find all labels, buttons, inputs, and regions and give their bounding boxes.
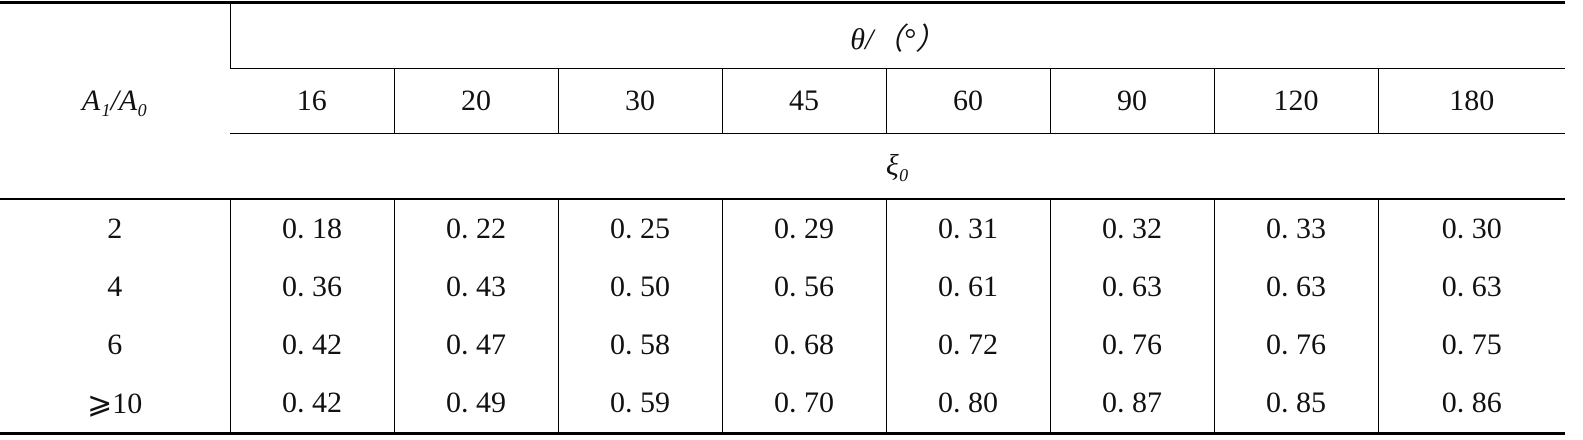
value-cell: 0. 76 [1213,316,1378,374]
value-cell: 0. 42 [229,316,394,374]
value-cell: 0. 63 [1213,258,1378,316]
ratio-cell: 2 [107,212,123,245]
header-row: 16 20 30 45 60 90 120 180 [0,68,1566,134]
value-cell: 0. 36 [229,258,394,316]
data-row: 6 0. 42 0. 47 0. 58 0. 68 0. 72 0. 76 0. 76 0. 7… [0,316,1566,374]
angle-header: 20 [393,68,558,134]
value-cell: 0. 86 [1377,374,1566,434]
value-cell: 0. 29 [721,199,886,258]
value-cell: 0. 70 [721,374,886,434]
value-cell: 0. 58 [557,316,722,374]
value-cell: 0. 30 [1377,199,1566,258]
header-row: A₁/A₀ θ/（°） [0,2,1566,200]
value-cell: 0. 75 [1377,316,1566,374]
value-cell: 0. 22 [393,199,558,258]
value-cell: 0. 63 [1377,258,1566,316]
value-cell: 0. 18 [229,199,394,258]
value-cell: 0. 33 [1213,199,1378,258]
value-cell: 0. 76 [1049,316,1214,374]
value-cell: 0. 59 [557,374,722,434]
value-cell: 0. 87 [1049,374,1214,434]
ratio-cell: 4 [107,270,123,303]
data-row: 4 0. 36 0. 43 0. 50 0. 56 0. 61 0. 63 0. 63 0. 6… [0,258,1566,316]
value-cell: 0. 56 [721,258,886,316]
angle-header: 90 [1049,68,1214,134]
ratio-cell: 6 [107,328,123,361]
value-cell: 0. 80 [885,374,1050,434]
angle-header: 60 [885,68,1050,134]
value-label: ξ₀ [230,133,1566,200]
row-header: A₁/A₀ [0,2,230,200]
data-row: ⩾10 0. 42 0. 49 0. 59 0. 70 0. 80 0. 87 0. 85 0.… [0,374,1566,434]
value-cell: 0. 85 [1213,374,1378,434]
value-cell: 0. 32 [1049,199,1214,258]
value-cell: 0. 49 [393,374,558,434]
value-cell: 0. 63 [1049,258,1214,316]
value-cell: 0. 50 [557,258,722,316]
value-cell: 0. 31 [885,199,1050,258]
angle-header: 180 [1377,68,1566,134]
value-cell: 0. 42 [229,374,394,434]
angle-header: 45 [721,68,886,134]
value-cell: 0. 68 [721,316,886,374]
column-group-header: θ/（°） [229,2,1566,69]
value-cell: 0. 61 [885,258,1050,316]
angle-header: 30 [557,68,722,134]
angle-header: 120 [1213,68,1378,134]
value-cell: 0. 72 [885,316,1050,374]
value-cell: 0. 47 [393,316,558,374]
data-row: 2 0. 18 0. 22 0. 25 0. 29 0. 31 0. 32 0. 33 0. 3… [0,199,1566,258]
value-cell: 0. 25 [557,199,722,258]
angle-header: 16 [230,68,394,134]
ratio-cell: ⩾10 [87,386,143,420]
header-row: ξ₀ [0,133,1566,200]
value-cell: 0. 43 [393,258,558,316]
data-table: A₁/A₀ θ/（°） 16 20 30 45 60 90 120 180 ξ₀ 2 0. 18 0. 2… [0,1,1566,435]
